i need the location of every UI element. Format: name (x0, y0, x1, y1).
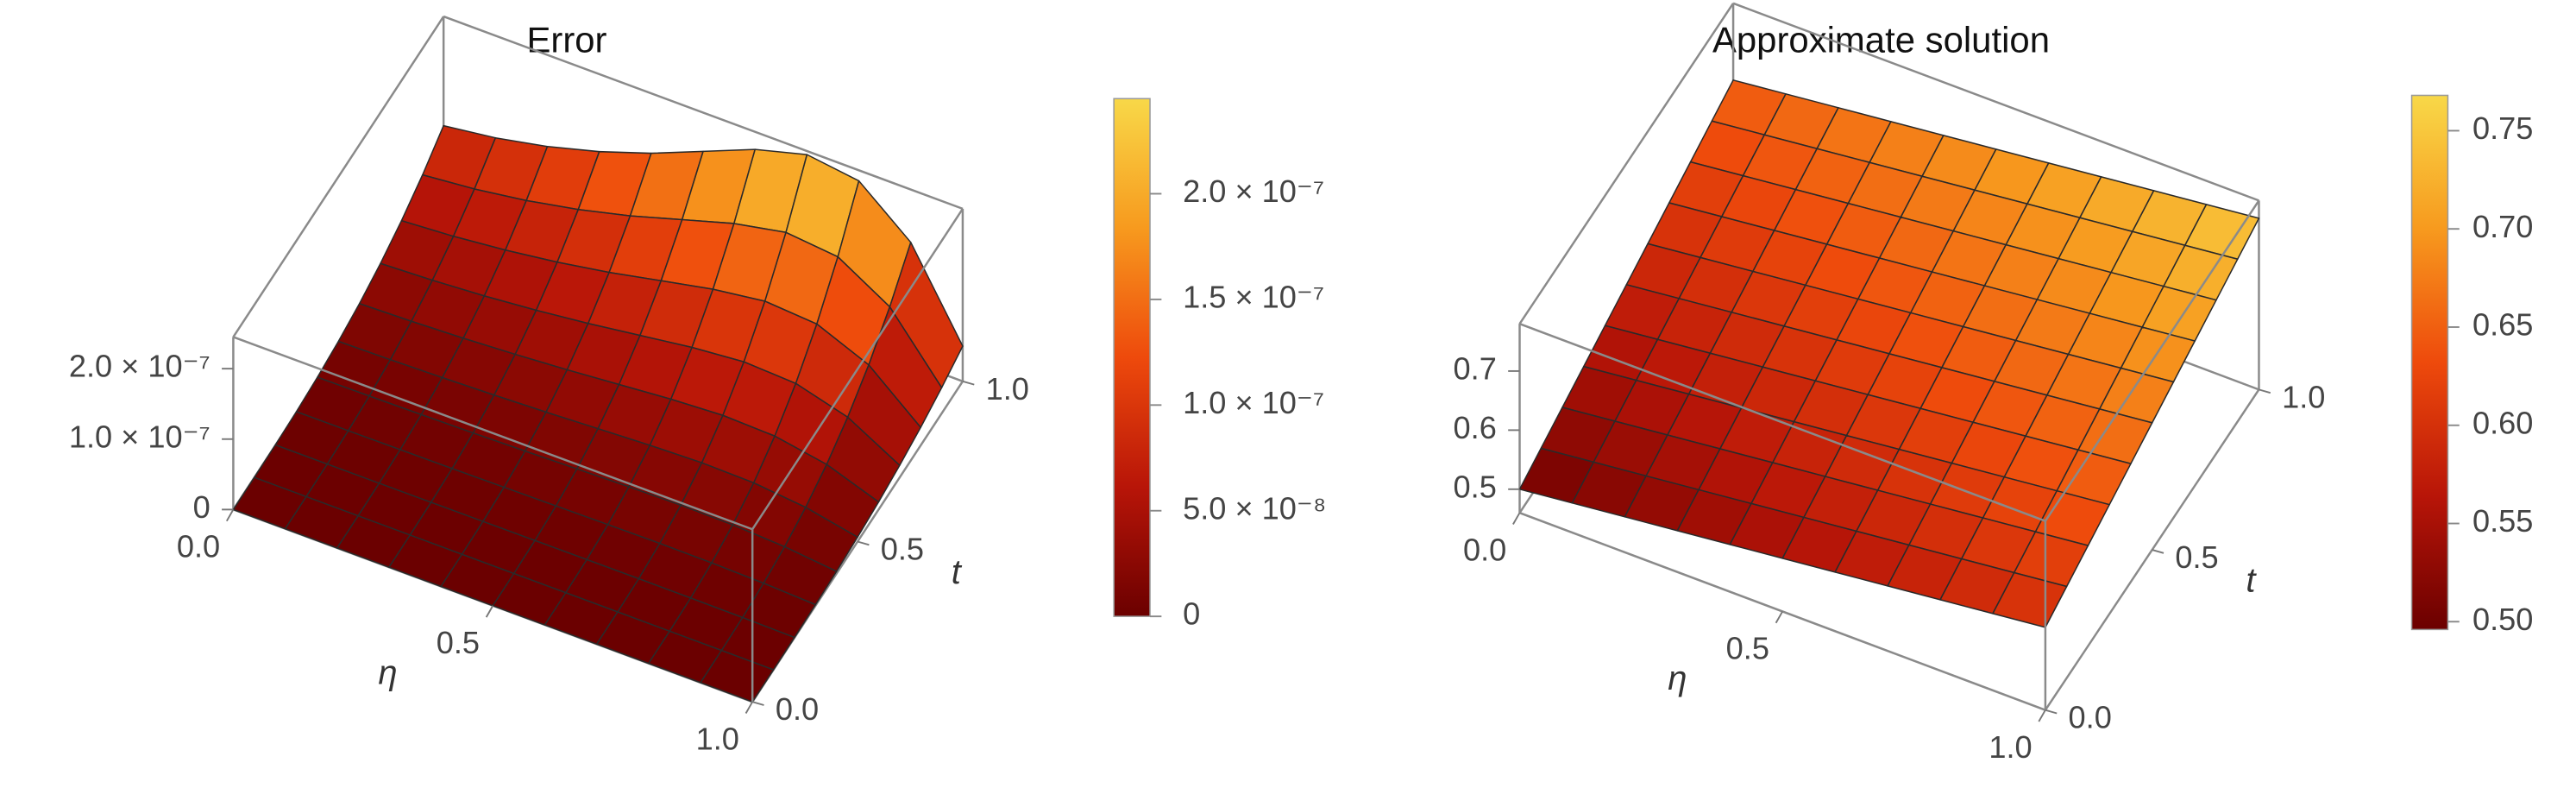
colorbar-tick-label: 0.75 (2472, 110, 2533, 146)
colorbar-tick-label: 0 (1183, 596, 1200, 632)
x-tick (1775, 610, 1784, 624)
y-tick (2152, 549, 2164, 554)
y-tick-label: 1.0 (2282, 379, 2325, 414)
y-tick (857, 540, 870, 546)
colorbar-tick-label: 1.5 × 10⁻⁷ (1183, 279, 1324, 314)
box-edge (751, 208, 964, 530)
surface-chart: Error 0.0 0.5 1.0 0.0 0.5 1.0 0 1.0 × 10⁻⁷ 2.0 × … (69, 15, 1326, 756)
chart-title: Approximate solution (1712, 20, 2050, 60)
y-tick-label: 0.5 (881, 531, 924, 566)
colorbar-tick-label: 1.0 × 10⁻⁷ (1183, 385, 1324, 420)
z-tick-label: 0.6 (1454, 410, 1497, 445)
x-tick (1512, 512, 1521, 525)
colorbar-tick-label: 0.60 (2472, 405, 2533, 440)
colorbar-tick-label: 0.55 (2472, 503, 2533, 539)
box-edge (1519, 512, 2046, 711)
x-tick-label: 0.0 (1463, 532, 1506, 567)
colorbar-tick-label: 2.0 × 10⁻⁷ (1183, 173, 1324, 209)
box-edge (1519, 323, 2046, 522)
box-edge (232, 16, 445, 338)
z-tick-label: 1.0 × 10⁻⁷ (69, 419, 210, 454)
x-tick-label: 0.0 (177, 529, 220, 564)
colorbar-tick-label: 0.70 (2472, 209, 2533, 244)
chart-title: Error (526, 20, 606, 60)
colorbar (1113, 98, 1151, 617)
y-tick (962, 380, 975, 386)
y-tick (2259, 388, 2271, 394)
box-edge (232, 336, 753, 531)
x-tick (2038, 709, 2046, 722)
x-tick-label: 1.0 (696, 721, 739, 756)
x-tick (485, 605, 494, 618)
x-tick (225, 508, 235, 522)
x-tick-label: 0.5 (1726, 631, 1769, 666)
colorbar-tick-label: 0.50 (2472, 602, 2533, 637)
y-tick (751, 701, 764, 706)
y-tick (2045, 709, 2058, 715)
x-tick-label: 0.5 (437, 625, 480, 660)
surface-chart: Approximate solution 0.0 0.5 1.0 0.0 0.5 1.0 0.… (1454, 2, 2533, 765)
y-tick-label: 0.0 (776, 691, 819, 727)
surface-face (1992, 571, 2068, 628)
z-tick-label: 0.5 (1454, 469, 1497, 504)
y-tick-label: 0.0 (2069, 700, 2112, 735)
x-axis-label: η (1668, 659, 1687, 697)
z-tick-label: 0.7 (1454, 350, 1497, 386)
x-tick (745, 701, 754, 714)
x-tick-label: 1.0 (1989, 729, 2032, 765)
y-tick-label: 0.5 (2175, 539, 2218, 575)
z-tick-label: 2.0 × 10⁻⁷ (69, 349, 210, 384)
surface-face (700, 649, 775, 703)
box-edge (1732, 2, 2259, 202)
box-edge (2044, 199, 2260, 522)
y-axis-label: t (2246, 562, 2257, 600)
box-edge (443, 15, 964, 211)
colorbar (2410, 94, 2449, 631)
y-axis-label: t (952, 553, 963, 591)
box-edge (1518, 3, 1735, 325)
y-tick-label: 1.0 (986, 371, 1029, 407)
z-tick-label: 0 (193, 489, 210, 525)
x-axis-label: η (378, 653, 397, 691)
colorbar-tick-label: 0.65 (2472, 307, 2533, 343)
colorbar-tick-label: 5.0 × 10⁻⁸ (1183, 490, 1326, 526)
